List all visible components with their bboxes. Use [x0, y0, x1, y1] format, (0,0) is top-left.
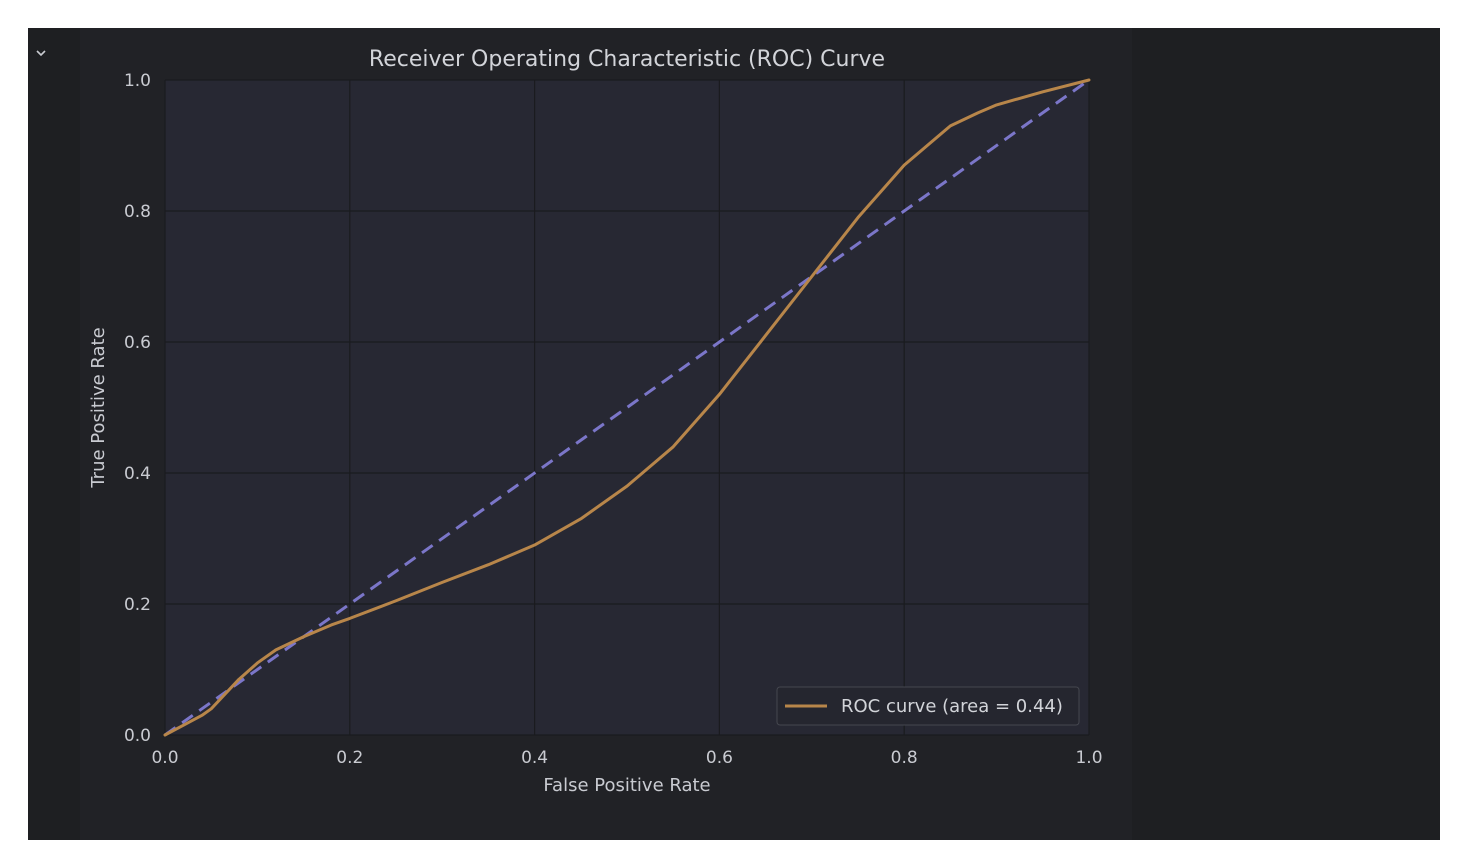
x-tick-label-0: 0.0: [151, 748, 178, 768]
tick-labels: 0.0 0.2 0.4 0.6 0.8 1.0 0.0 0.2 0.4 0.6 0.8 1.0: [124, 71, 1103, 768]
legend: ROC curve (area = 0.44): [776, 686, 1080, 726]
x-tick-label-3: 0.6: [706, 748, 733, 768]
series: [163, 78, 1091, 737]
roc-figure: 0.0 0.2 0.4 0.6 0.8 1.0 0.0 0.2 0.4 0.6 0.8 1.0 Rec…: [80, 28, 1132, 840]
grid: [164, 79, 1090, 736]
y-tick-label-2: 0.4: [124, 464, 151, 484]
x-axis-label: False Positive Rate: [543, 775, 710, 796]
x-tick-label-1: 0.2: [336, 748, 363, 768]
chevron-down-icon[interactable]: [32, 44, 50, 62]
legend-label-roc: ROC curve (area = 0.44): [841, 696, 1063, 717]
y-axis-label: True Positive Rate: [88, 327, 109, 488]
output-cell: 0.0 0.2 0.4 0.6 0.8 1.0 0.0 0.2 0.4 0.6 0.8 1.0 Rec…: [28, 28, 1440, 840]
plot-area: [165, 80, 1089, 735]
x-tick-label-5: 1.0: [1075, 748, 1102, 768]
roc-curve-line: [163, 78, 1091, 737]
legend-box: [776, 686, 1080, 726]
roc-chart: 0.0 0.2 0.4 0.6 0.8 1.0 0.0 0.2 0.4 0.6 0.8 1.0 Rec…: [88, 47, 1103, 796]
y-tick-label-0: 0.0: [124, 726, 151, 746]
y-tick-label-5: 1.0: [124, 71, 151, 91]
y-tick-label-4: 0.8: [124, 202, 151, 222]
chart-title: Receiver Operating Characteristic (ROC) …: [369, 47, 885, 72]
x-tick-label-4: 0.8: [891, 748, 918, 768]
y-tick-label-1: 0.2: [124, 595, 151, 615]
x-tick-label-2: 0.4: [521, 748, 548, 768]
y-tick-label-3: 0.6: [124, 333, 151, 353]
